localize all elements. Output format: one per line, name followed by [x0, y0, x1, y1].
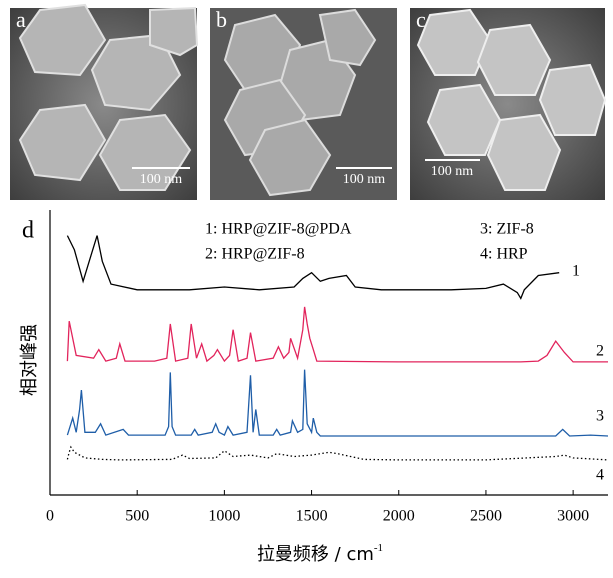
panel-label: d — [22, 218, 34, 244]
curve-label: 4 — [596, 467, 604, 484]
panel-label: c — [416, 7, 426, 32]
sem-image: b 100 nm — [210, 7, 397, 200]
x-tick-label: 500 — [125, 508, 149, 525]
panel-label: a — [16, 7, 26, 32]
legend-entry: 2: HRP@ZIF-8 — [205, 246, 305, 263]
x-axis-label: 拉曼频移 / cm-1 — [257, 542, 383, 565]
legend-entry: 3: ZIF-8 — [480, 221, 534, 238]
x-axis-label-sup: -1 — [374, 542, 383, 554]
scale-bar-text: 100 nm — [140, 172, 183, 187]
x-axis-label-text: 拉曼频移 / cm — [257, 544, 374, 565]
spectrum-line — [67, 447, 608, 460]
x-tick-label: 2500 — [470, 508, 502, 525]
curve-label: 2 — [596, 343, 604, 360]
scale-bar-text: 100 nm — [431, 164, 474, 179]
sem-image: c 100 nm — [410, 7, 605, 200]
x-tick-label: 1000 — [208, 508, 240, 525]
curve-label: 3 — [596, 408, 604, 425]
scale-bar-text: 100 nm — [343, 172, 386, 187]
y-axis-label: 相对峰强 — [19, 324, 40, 396]
spectrum-line — [67, 370, 608, 436]
legend-entry: 4: HRP — [480, 246, 528, 263]
panel-label: b — [216, 7, 227, 32]
figure: a 100 nm b 100 nm c 100 nm d 相对 — [0, 0, 613, 573]
x-tick-label: 1500 — [296, 508, 328, 525]
curve-label: 1 — [572, 263, 580, 280]
legend-entry: 1: HRP@ZIF-8@PDA — [205, 221, 352, 238]
x-tick-label: 3000 — [557, 508, 589, 525]
x-tick-label: 0 — [46, 508, 54, 525]
x-tick-label: 2000 — [383, 508, 415, 525]
spectrum-line — [67, 307, 608, 362]
sem-image: a 100 nm — [10, 5, 197, 200]
